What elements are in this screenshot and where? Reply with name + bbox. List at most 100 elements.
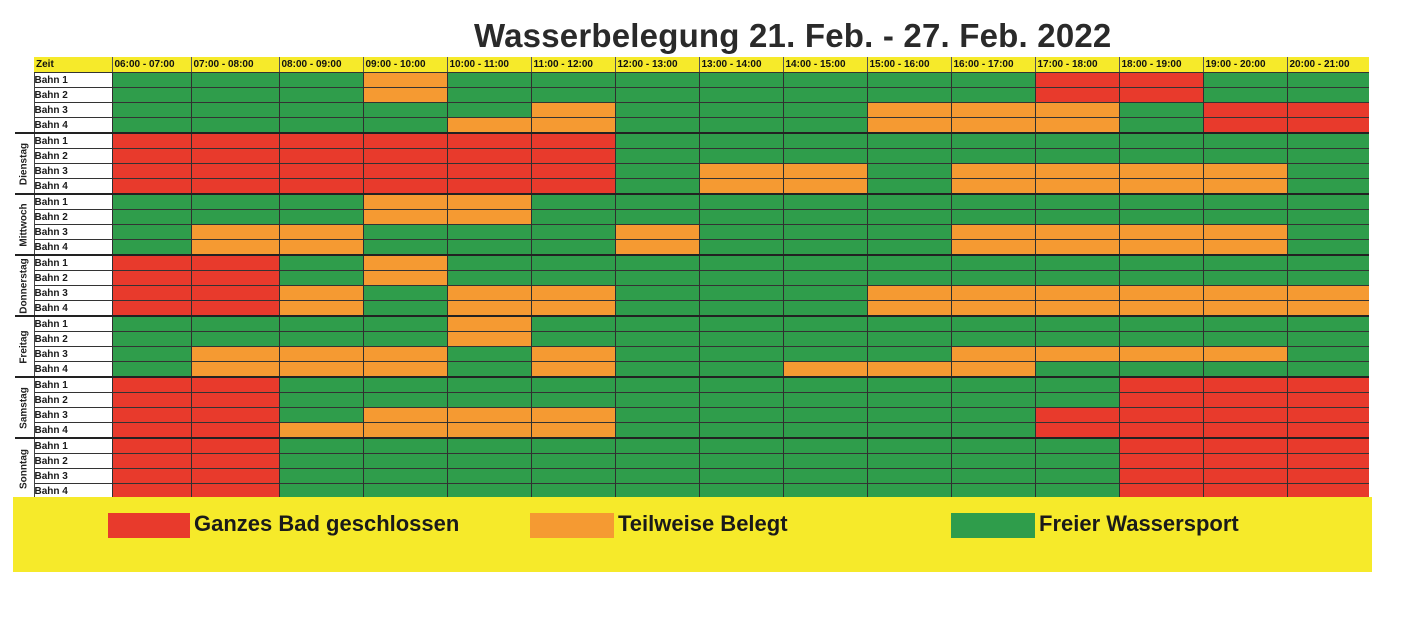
slot-cell — [614, 315, 699, 332]
lane-label: Bahn 4 — [34, 483, 112, 498]
slot-cell — [362, 376, 447, 393]
slot-cell — [698, 148, 783, 164]
slot-cell — [1034, 148, 1119, 164]
page-title: Wasserbelegung 21. Feb. - 27. Feb. 2022 — [474, 17, 1112, 54]
lane-label: Bahn 1 — [34, 132, 112, 149]
lane-label: Bahn 3 — [34, 163, 112, 179]
slot-cell — [111, 148, 191, 164]
day-group-cell: Samstag — [15, 376, 35, 438]
slot-cell — [190, 285, 279, 301]
slot-cell — [111, 346, 191, 362]
slot-cell — [1118, 87, 1203, 103]
slot-cell — [1118, 254, 1203, 271]
slot-cell — [278, 117, 363, 133]
slot-cell — [1202, 422, 1287, 438]
slot-cell — [111, 193, 191, 210]
slot-cell — [782, 270, 867, 286]
slot-cell — [1034, 300, 1119, 316]
slot-cell — [446, 87, 531, 103]
slot-cell — [446, 193, 531, 210]
slot-cell — [362, 239, 447, 255]
slot-cell — [1118, 453, 1203, 469]
slot-cell — [614, 468, 699, 484]
slot-cell — [111, 285, 191, 301]
slot-cell — [1286, 285, 1369, 301]
slot-cell — [1118, 361, 1203, 377]
slot-cell — [362, 72, 447, 88]
header-time-slot: 19:00 - 20:00 — [1202, 57, 1287, 73]
slot-cell — [1286, 346, 1369, 362]
lane-label: Bahn 2 — [34, 209, 112, 225]
slot-cell — [362, 102, 447, 118]
slot-cell — [614, 102, 699, 118]
slot-cell — [1202, 437, 1287, 454]
day-label: Mittwoch — [18, 202, 30, 247]
day-group-cell — [15, 72, 35, 133]
slot-cell — [530, 468, 615, 484]
slot-cell — [866, 132, 951, 149]
slot-cell — [1118, 102, 1203, 118]
slot-cell — [1034, 392, 1119, 408]
slot-cell — [866, 239, 951, 255]
slot-cell — [362, 209, 447, 225]
slot-cell — [1202, 300, 1287, 316]
slot-cell — [1034, 117, 1119, 133]
lane-label: Bahn 1 — [34, 193, 112, 210]
slot-cell — [950, 132, 1035, 149]
slot-cell — [278, 453, 363, 469]
slot-cell — [866, 72, 951, 88]
table-row: Bahn 1 — [15, 72, 1369, 133]
table-row: Bahn 4 — [15, 178, 1369, 194]
header-time-slot: 06:00 - 07:00 — [111, 57, 191, 73]
slot-cell — [1034, 163, 1119, 179]
slot-cell — [1034, 483, 1119, 498]
slot-cell — [866, 437, 951, 454]
slot-cell — [190, 453, 279, 469]
table-row: Bahn 4 — [15, 117, 1369, 133]
slot-cell — [866, 193, 951, 210]
slot-cell — [278, 209, 363, 225]
slot-cell — [1118, 270, 1203, 286]
slot-cell — [362, 132, 447, 149]
slot-cell — [698, 72, 783, 88]
slot-cell — [1202, 453, 1287, 469]
slot-cell — [1286, 437, 1369, 454]
slot-cell — [1202, 285, 1287, 301]
slot-cell — [782, 315, 867, 332]
slot-cell — [278, 392, 363, 408]
slot-cell — [1286, 376, 1369, 393]
slot-cell — [782, 468, 867, 484]
slot-cell — [782, 193, 867, 210]
slot-cell — [614, 72, 699, 88]
slot-cell — [782, 453, 867, 469]
slot-cell — [1202, 209, 1287, 225]
slot-cell — [950, 102, 1035, 118]
slot-cell — [782, 224, 867, 240]
slot-cell — [362, 483, 447, 498]
slot-cell — [866, 361, 951, 377]
slot-cell — [1034, 422, 1119, 438]
slot-cell — [1202, 102, 1287, 118]
slot-cell — [614, 224, 699, 240]
table-row: Bahn 3 — [15, 407, 1369, 423]
slot-cell — [1202, 331, 1287, 347]
slot-cell — [362, 285, 447, 301]
schedule-table: Zeit 06:00 - 07:00 07:00 - 08:00 08:00 - 0… — [15, 57, 1369, 498]
lane-label: Bahn 2 — [34, 453, 112, 469]
slot-cell — [950, 300, 1035, 316]
slot-cell — [446, 331, 531, 347]
slot-cell — [530, 422, 615, 438]
slot-cell — [1034, 315, 1119, 332]
slot-cell — [111, 163, 191, 179]
header-time-slot: 09:00 - 10:00 — [362, 57, 447, 73]
slot-cell — [362, 117, 447, 133]
slot-cell — [1202, 193, 1287, 210]
lane-label: Bahn 3 — [34, 224, 112, 240]
slot-cell — [111, 468, 191, 484]
slot-cell — [530, 224, 615, 240]
slot-cell — [782, 163, 867, 179]
slot-cell — [782, 346, 867, 362]
slot-cell — [1202, 468, 1287, 484]
slot-cell — [446, 117, 531, 133]
lane-label: Bahn 4 — [34, 422, 112, 438]
